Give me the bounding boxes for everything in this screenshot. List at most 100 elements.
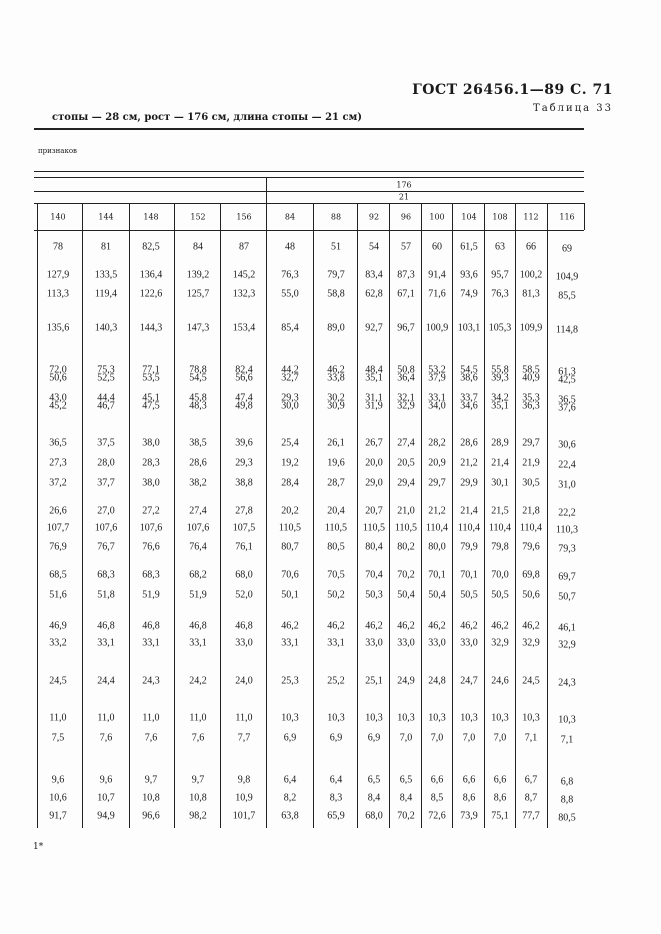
table-cell: 33,1 — [281, 637, 299, 649]
table-cell: 8,4 — [367, 792, 381, 804]
table-cell: 104,9 — [555, 271, 579, 283]
table-cell: 79,7 — [327, 269, 345, 281]
table-cell: 50,4 — [397, 589, 415, 601]
table-cell: 11,0 — [97, 712, 115, 724]
table-cell: 10,6 — [49, 792, 67, 804]
table-cell: 96,7 — [397, 322, 415, 334]
table-cell: 135,6 — [46, 322, 70, 334]
table-cell: 33,0 — [365, 637, 383, 649]
table-cell: 26,1 — [327, 437, 345, 449]
table-cell: 68,2 — [189, 569, 207, 581]
table-cell: 81,3 — [522, 288, 540, 300]
table-cell: 21,9 — [522, 457, 540, 469]
table-cell: 63,8 — [281, 810, 299, 822]
table-cell: 32,9 — [397, 400, 415, 412]
table-cell: 28,9 — [491, 437, 509, 449]
table-cell: 45,2 — [49, 400, 67, 412]
table-cell: 69,8 — [522, 569, 540, 581]
column-divider — [313, 203, 314, 828]
table-cell: 51,6 — [49, 589, 67, 601]
table-cell: 70,4 — [365, 569, 383, 581]
table-cell: 50,8 — [397, 364, 415, 376]
table-cell: 7,6 — [144, 732, 158, 744]
table-cell: 34,0 — [428, 400, 446, 412]
table-cell: 43,0 — [49, 392, 67, 404]
table-cell: 49,8 — [235, 400, 253, 412]
table-cell: 32,9 — [491, 637, 509, 649]
table-cell: 28,6 — [189, 457, 207, 469]
table-cell: 25,1 — [365, 675, 383, 687]
table-cell: 11,0 — [49, 712, 67, 724]
table-cell: 46,2 — [327, 364, 345, 376]
table-label: Таблица 33 — [533, 103, 613, 114]
table-cell: 22,4 — [558, 459, 576, 471]
table-cell: 8,3 — [329, 792, 343, 804]
divider — [266, 177, 267, 203]
table-cell: 11,0 — [142, 712, 160, 724]
column-divider — [82, 203, 83, 828]
table-cell: 76,3 — [491, 288, 509, 300]
table-cell: 28,7 — [327, 477, 345, 489]
table-cell: 27,0 — [97, 505, 115, 517]
column-divider — [37, 203, 38, 828]
table-cell: 6,9 — [329, 732, 343, 744]
table-cell: 110,5 — [394, 522, 418, 534]
table-cell: 29,3 — [281, 392, 299, 404]
table-cell: 35,1 — [365, 372, 383, 384]
table-cell: 27,3 — [49, 457, 67, 469]
table-cell: 24,8 — [428, 675, 446, 687]
table-cell: 68,3 — [142, 569, 160, 581]
column-divider — [452, 203, 453, 828]
column-header: 156 — [236, 212, 252, 222]
table-cell: 107,5 — [232, 522, 256, 534]
table-cell: 38,0 — [142, 437, 160, 449]
table-cell: 119,4 — [94, 288, 118, 300]
table-cell: 7,1 — [560, 734, 574, 746]
table-cell: 10,8 — [189, 792, 207, 804]
table-cell: 33,1 — [189, 637, 207, 649]
table-cell: 10,3 — [365, 712, 383, 724]
table-cell: 84 — [193, 241, 203, 253]
column-divider — [266, 203, 267, 828]
table-cell: 103,1 — [457, 322, 481, 334]
table-cell: 80,5 — [327, 541, 345, 553]
table-cell: 77,7 — [522, 810, 540, 822]
table-cell: 73,9 — [460, 810, 478, 822]
table-cell: 6,9 — [283, 732, 297, 744]
table-cell: 6,8 — [560, 776, 574, 788]
table-cell: 110,5 — [362, 522, 386, 534]
table-cell: 21,4 — [460, 505, 478, 517]
column-divider — [421, 203, 422, 828]
table-cell: 50,6 — [49, 372, 67, 384]
table-cell: 33,8 — [327, 372, 345, 384]
table-cell: 93,6 — [460, 269, 478, 281]
table-cell: 21,4 — [491, 457, 509, 469]
standard-header: ГОСТ 26456.1—89 С. 71 — [412, 82, 613, 98]
table-cell: 19,6 — [327, 457, 345, 469]
table-cell: 29,7 — [522, 437, 540, 449]
table-cell: 110,4 — [519, 522, 543, 534]
table-cell: 33,0 — [460, 637, 478, 649]
table-cell: 38,6 — [460, 372, 478, 384]
table-cell: 53,2 — [428, 364, 446, 376]
table-cell: 28,0 — [97, 457, 115, 469]
table-cell: 61,3 — [558, 366, 576, 378]
rule — [34, 177, 584, 178]
table-cell: 32,9 — [558, 639, 576, 651]
table-cell: 54,5 — [460, 364, 478, 376]
table-cell: 33,0 — [428, 637, 446, 649]
column-divider — [389, 203, 390, 828]
table-cell: 20,7 — [365, 505, 383, 517]
table-cell: 36,5 — [558, 394, 576, 406]
table-cell: 51,9 — [142, 589, 160, 601]
column-divider — [515, 203, 516, 828]
table-cell: 79,8 — [491, 541, 509, 553]
table-cell: 20,4 — [327, 505, 345, 517]
table-cell: 31,1 — [365, 392, 383, 404]
table-cell: 46,8 — [235, 620, 253, 632]
column-header: 104 — [461, 212, 477, 222]
table-subtitle: стопы — 28 см, рост — 176 см, длина стоп… — [52, 112, 362, 123]
table-cell: 46,2 — [491, 620, 509, 632]
table-cell: 87,3 — [397, 269, 415, 281]
table-cell: 37,7 — [97, 477, 115, 489]
